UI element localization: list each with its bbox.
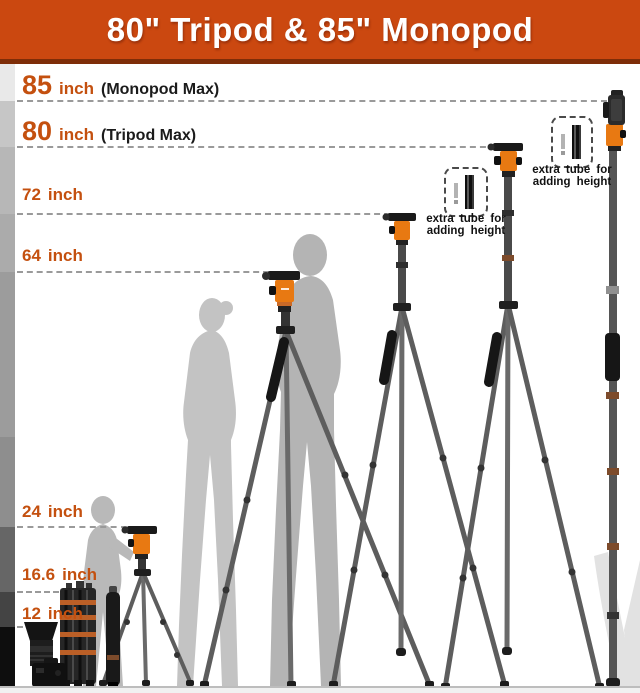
scale-value: 24	[22, 502, 41, 521]
extra-tube-box-1	[444, 167, 488, 217]
extra-tube-icon	[572, 125, 581, 159]
height-line-80	[17, 146, 496, 148]
extra-tube-caption-1: extra tube for adding height	[426, 213, 506, 238]
scale-label-72: 72 inch	[22, 185, 83, 205]
scale-label-64: 64 inch	[22, 246, 83, 266]
scale-unit: inch	[47, 502, 83, 521]
height-line-72	[17, 213, 390, 215]
scale-note: (Monopod Max)	[101, 81, 220, 98]
page-title: 80" Tripod & 85" Monopod	[106, 10, 534, 48]
scale-label-80: 80 inch (Tripod Max)	[22, 116, 196, 147]
scale-label-24: 24 inch	[22, 502, 83, 522]
camera-with-lens	[24, 622, 66, 687]
tripod-64-inch	[200, 271, 434, 689]
extra-tube-caption-2: extra tube for adding height	[532, 164, 612, 189]
scale-value: 16.6	[22, 565, 56, 584]
scale-unit: inch	[59, 125, 94, 144]
extra-tube-small-icon	[561, 134, 565, 149]
tripod-80-inch	[441, 143, 604, 691]
scale-value: 85	[22, 70, 53, 100]
scale-value: 64	[22, 246, 41, 265]
scale-label-12: 12 inch	[22, 604, 83, 624]
height-line-85	[17, 100, 607, 102]
tripod-72-inch	[329, 213, 509, 689]
height-line-16-6	[17, 591, 59, 593]
scale-value: 12	[22, 604, 41, 623]
scale-label-16-6: 16.6 inch	[22, 565, 97, 585]
floor-area	[0, 688, 640, 693]
scale-note: (Tripod Max)	[101, 127, 197, 144]
header-banner: 80" Tripod & 85" Monopod	[0, 0, 640, 64]
extra-tube-box-2	[551, 116, 593, 168]
height-ruler	[0, 64, 15, 693]
scale-unit: inch	[62, 565, 98, 584]
monopod-85-inch	[603, 90, 626, 687]
height-line-24	[17, 526, 127, 528]
scale-label-85: 85 inch (Monopod Max)	[22, 70, 219, 101]
collapsed-monopod-leg	[106, 586, 120, 687]
scale-unit: inch	[47, 604, 83, 623]
scale-unit: inch	[59, 79, 94, 98]
scale-unit: inch	[47, 185, 83, 204]
floor-line	[0, 686, 640, 688]
phone-clamp	[603, 90, 625, 125]
extra-tube-icon	[465, 175, 474, 209]
scale-unit: inch	[47, 246, 83, 265]
extra-tube-small-icon	[454, 183, 458, 198]
scale-value: 80	[22, 116, 53, 146]
height-line-64	[17, 271, 269, 273]
scale-value: 72	[22, 185, 41, 204]
